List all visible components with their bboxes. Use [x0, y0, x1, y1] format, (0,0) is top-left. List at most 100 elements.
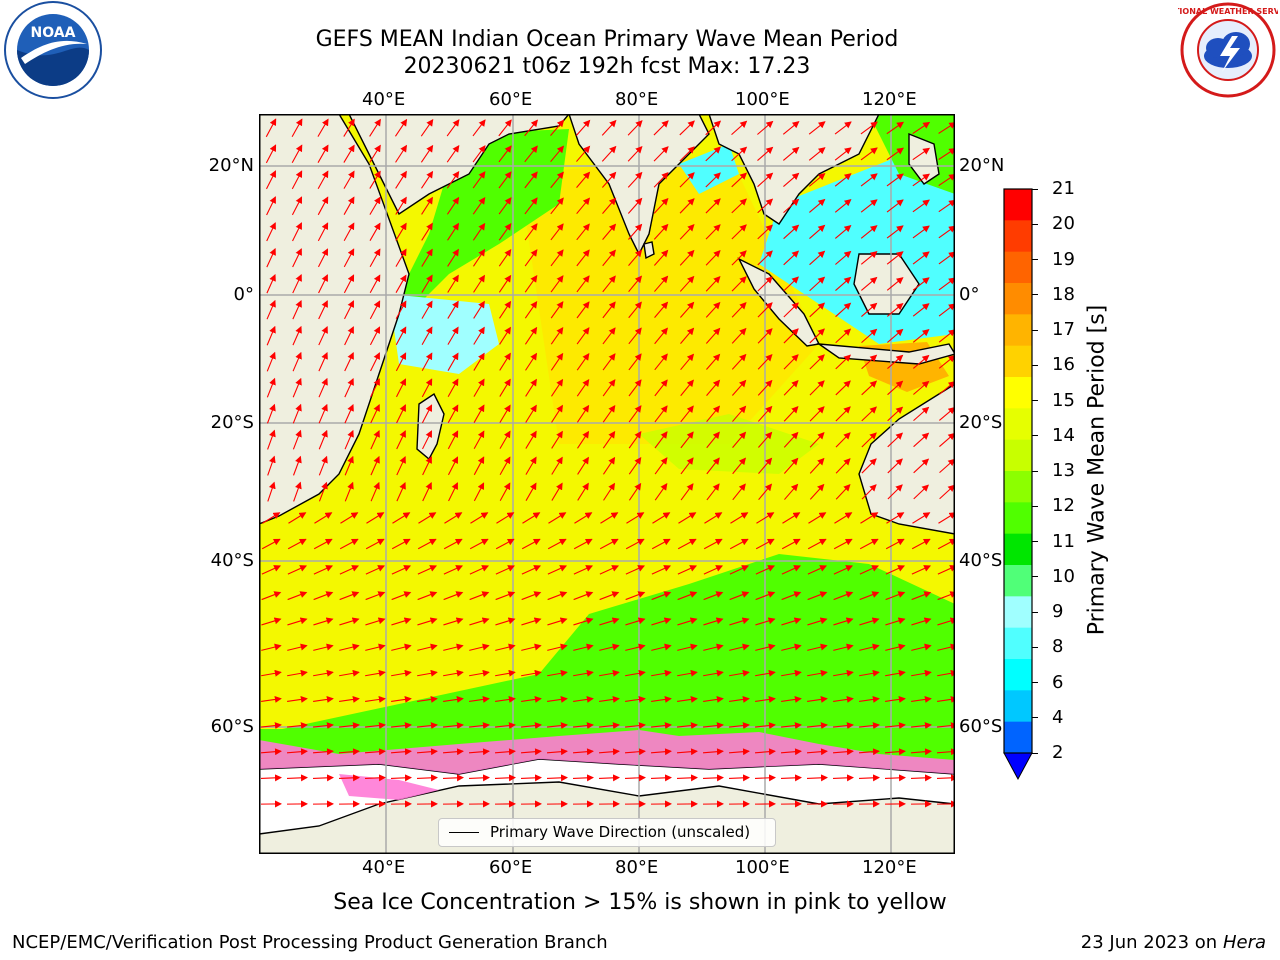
wave-arrow [680, 431, 694, 449]
wave-arrow [395, 170, 407, 189]
wave-arrow [602, 456, 616, 475]
wave-arrow [599, 643, 620, 651]
wave-arrow [318, 377, 328, 398]
wave-arrow [317, 196, 329, 216]
wave-arrow [365, 669, 386, 677]
wave-arrow [912, 199, 930, 213]
wave-arrow [443, 565, 464, 575]
wave-arrow [473, 300, 485, 319]
wave-arrow [317, 248, 329, 268]
wave-arrow [339, 643, 360, 651]
wave-arrow [781, 565, 802, 575]
colorbar-tick-label: 19 [1052, 248, 1075, 270]
lat-label-right-0: 0° [959, 284, 980, 305]
wave-arrow [731, 379, 747, 396]
wave-arrow [654, 353, 668, 371]
wave-arrow [417, 669, 438, 677]
colorbar-segment [1004, 471, 1032, 503]
wave-arrow [602, 301, 616, 319]
wave-arrow [422, 430, 432, 450]
wave-arrow [576, 145, 591, 162]
wave-arrow [680, 405, 694, 423]
wave-arrow [912, 251, 930, 265]
wave-arrow [628, 327, 642, 345]
wave-arrow [447, 352, 459, 371]
wave-arrow [626, 512, 645, 524]
wave-arrow [602, 353, 616, 371]
colorbar-segment [1004, 627, 1032, 660]
wave-arrow [705, 120, 722, 136]
wave-arrow [547, 538, 567, 550]
wave-arrow [550, 119, 565, 136]
wave-arrow [755, 617, 776, 626]
wave-arrow [886, 121, 905, 135]
wave-arrow [293, 481, 302, 502]
wave-arrow [495, 669, 516, 677]
wave-arrow [911, 695, 932, 703]
wave-arrow [784, 483, 799, 500]
footer-date-text: 23 Jun 2023 on [1080, 932, 1218, 953]
wave-arrow [469, 617, 490, 626]
wave-arrow [913, 484, 929, 500]
wave-arrow [395, 144, 408, 163]
wave-arrow [859, 695, 880, 703]
colorbar-tick-label: 9 [1052, 601, 1064, 622]
wave-arrow [261, 565, 282, 575]
wave-arrow [628, 301, 642, 319]
wave-arrow [524, 119, 538, 137]
wave-arrow [468, 748, 490, 756]
wave-arrow [391, 695, 412, 703]
land-madagascar [416, 392, 445, 461]
wave-arrow [447, 248, 459, 267]
wave-arrow [677, 565, 698, 575]
wave-arrow [860, 121, 878, 135]
wave-arrow [679, 224, 695, 240]
wave-arrow [292, 222, 302, 242]
wave-arrow [732, 405, 747, 422]
wave-arrow [266, 273, 276, 294]
wave-arrow [261, 695, 282, 703]
wave-arrow [599, 538, 619, 550]
wave-arrow [677, 643, 698, 651]
wave-arrow [468, 722, 490, 730]
wave-arrow [885, 591, 906, 601]
wave-arrow [421, 326, 433, 345]
wave-arrow [317, 118, 329, 137]
wave-arrow [885, 669, 906, 677]
wave-arrow [806, 774, 828, 782]
wave-arrow [627, 120, 643, 136]
wave-arrow [525, 456, 537, 475]
wave-arrow [344, 429, 354, 450]
colorbar-tick-mark [1032, 752, 1038, 754]
wave-arrow [731, 146, 748, 162]
wave-arrow [809, 483, 825, 500]
wave-arrow [498, 171, 512, 189]
wave-arrow [520, 774, 542, 782]
wave-arrow [599, 565, 620, 575]
wave-arrow [417, 695, 438, 703]
land-java [816, 343, 955, 365]
wave-arrow [446, 170, 460, 189]
wave-arrow [391, 565, 412, 575]
wave-arrow [911, 591, 932, 601]
wave-arrow [806, 722, 828, 730]
wave-arrow [654, 431, 668, 449]
wave-arrow [911, 565, 932, 575]
wave-arrow [339, 591, 360, 601]
wave-arrow [547, 565, 568, 575]
wave-arrow [807, 591, 828, 601]
wave-arrow [343, 274, 355, 294]
colorbar-tick-label: 17 [1052, 319, 1075, 340]
wave-arrow [602, 275, 616, 293]
wave-arrow [601, 145, 617, 162]
wave-arrow [625, 669, 646, 677]
wave-arrow [703, 591, 724, 601]
wave-arrow [525, 352, 538, 371]
wave-arrow [912, 303, 930, 317]
colorbar-tick-label: 4 [1052, 706, 1064, 728]
wave-arrow [495, 617, 516, 626]
wave-arrow [418, 512, 437, 524]
wave-arrow [676, 748, 698, 756]
wave-arrow [390, 748, 412, 756]
wave-arrow [396, 404, 406, 424]
